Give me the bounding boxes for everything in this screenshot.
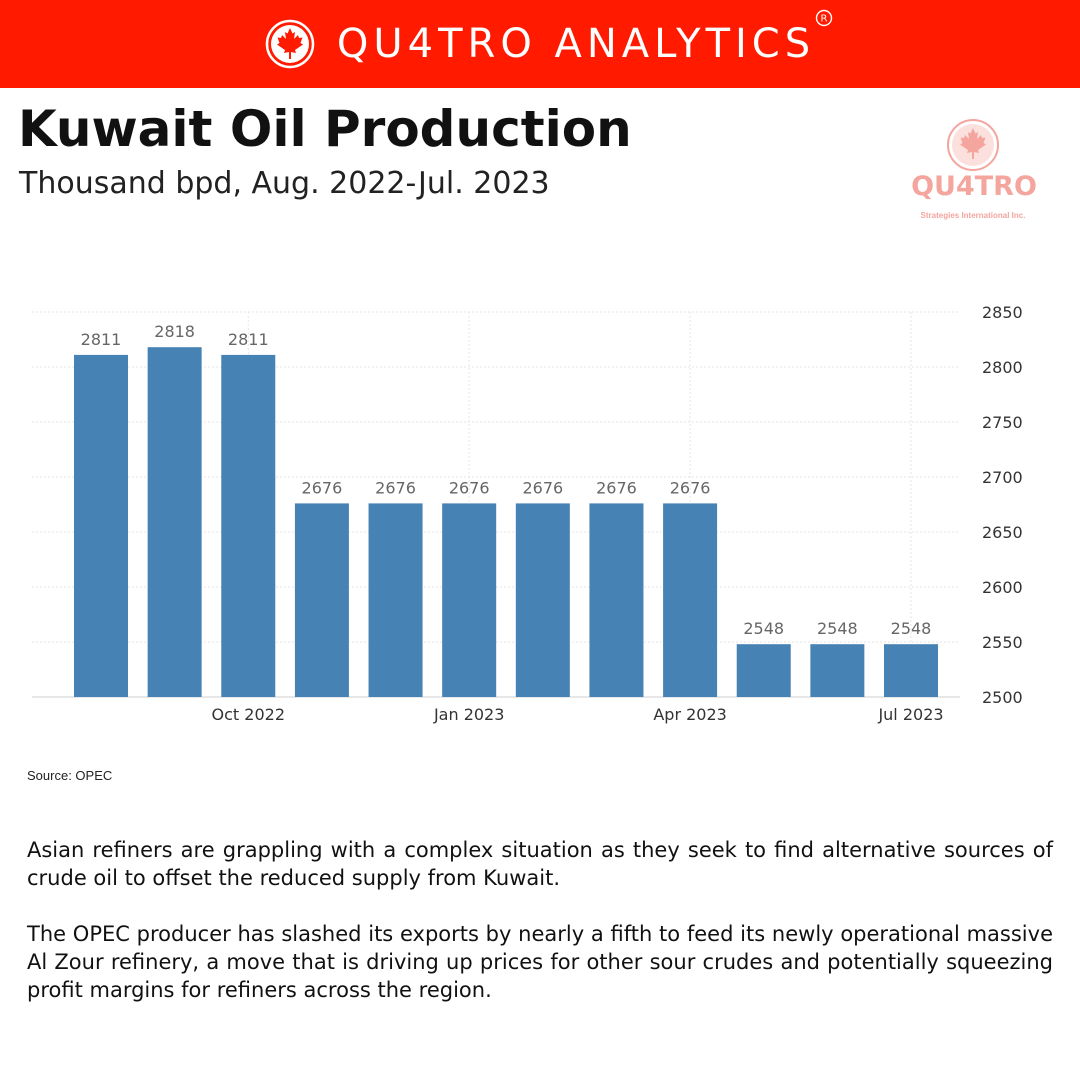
logo-tagline: Strategies International Inc. <box>920 211 1026 220</box>
x-tick-label: Apr 2023 <box>653 705 726 724</box>
y-tick-label: 2850 <box>982 303 1023 322</box>
bar <box>221 354 276 697</box>
y-tick-label: 2700 <box>982 468 1023 487</box>
y-tick-label: 2800 <box>982 358 1023 377</box>
brand: QU4TRO ANALYTICS R <box>265 9 833 69</box>
bar <box>736 644 791 697</box>
data-label: 2548 <box>743 619 784 638</box>
data-label: 2676 <box>522 478 563 497</box>
x-tick-label: Oct 2022 <box>212 705 285 724</box>
data-label: 2676 <box>302 478 343 497</box>
bar <box>368 503 423 697</box>
x-tick-label: Jan 2023 <box>433 705 504 724</box>
maple-leaf-icon <box>265 19 315 69</box>
bar <box>442 503 497 697</box>
qu4tro-logo-icon <box>947 119 999 171</box>
y-tick-label: 2750 <box>982 413 1023 432</box>
bar <box>74 354 128 697</box>
y-tick-label: 2600 <box>982 578 1023 597</box>
logo-name: QU4TRO <box>911 171 1037 202</box>
bar-chart: 2500 2550 2600 2650 2700 2750 2800 2850 2811 2818… <box>32 303 1023 724</box>
x-tick-label: Jul 2023 <box>877 705 943 724</box>
bar <box>663 503 718 697</box>
data-label: 2676 <box>375 478 416 497</box>
data-label: 2676 <box>670 478 711 497</box>
data-label: 2548 <box>891 619 932 638</box>
y-tick-label: 2650 <box>982 523 1023 542</box>
bar <box>589 503 644 697</box>
source-note: Source: OPEC <box>27 768 113 783</box>
y-tick-label: 2550 <box>982 633 1023 652</box>
bar <box>515 503 570 697</box>
header-bar: QU4TRO ANALYTICS R <box>0 0 1080 88</box>
page-title: Kuwait Oil Production <box>18 100 632 158</box>
data-label: 2811 <box>228 330 269 349</box>
paragraph-2: The OPEC producer has slashed its export… <box>27 922 1053 1002</box>
paragraph-1: Asian refiners are grappling with a comp… <box>27 838 1053 890</box>
article-text: Asian refiners are grappling with a comp… <box>27 836 1053 1004</box>
bar <box>147 347 202 697</box>
registered-mark-icon: R <box>815 9 833 27</box>
bar <box>810 644 865 697</box>
y-tick-label: 2500 <box>982 688 1023 707</box>
data-label: 2548 <box>817 619 858 638</box>
brand-name: QU4TRO ANALYTICS <box>336 21 816 67</box>
page-subtitle: Thousand bpd, Aug. 2022-Jul. 2023 <box>19 166 550 201</box>
svg-text:R: R <box>821 14 828 25</box>
data-label: 2676 <box>596 478 637 497</box>
bar <box>294 503 349 697</box>
data-label: 2818 <box>154 322 195 341</box>
data-label: 2676 <box>449 478 490 497</box>
data-label: 2811 <box>81 330 122 349</box>
bar <box>884 644 938 697</box>
